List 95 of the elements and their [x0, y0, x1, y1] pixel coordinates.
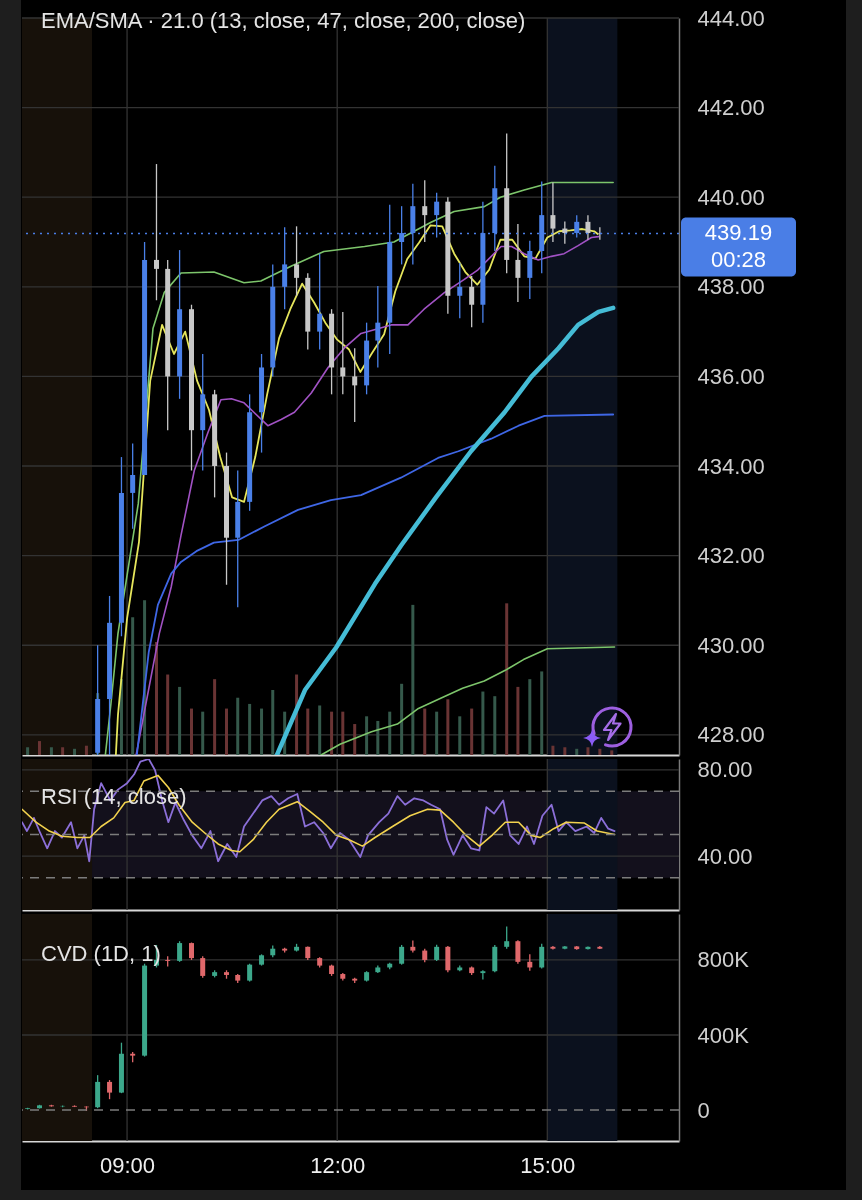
bar	[376, 720, 380, 755]
y-tick-label: 800K	[697, 947, 750, 973]
candlestick	[515, 939, 521, 965]
candlestick	[153, 163, 159, 301]
y-tick-label: 0	[697, 1097, 710, 1123]
candlestick	[107, 1079, 113, 1100]
bar	[435, 711, 439, 755]
line-series	[135, 413, 615, 755]
y-tick-label: 400K	[697, 1022, 750, 1048]
candlestick	[399, 944, 405, 966]
candlestick	[539, 943, 545, 970]
line-series	[320, 646, 616, 755]
y-tick-label: 436.00	[697, 363, 765, 389]
bar	[470, 708, 474, 755]
bar	[166, 674, 170, 755]
bar	[540, 671, 544, 755]
bar	[318, 705, 322, 755]
bar	[481, 691, 485, 755]
bar	[26, 747, 30, 755]
candlestick	[445, 945, 451, 973]
bar	[341, 711, 345, 755]
candlestick	[352, 347, 358, 423]
bar	[493, 696, 497, 755]
line-series	[274, 305, 616, 755]
candlestick	[130, 442, 136, 530]
line-series	[22, 759, 616, 863]
candlestick	[585, 214, 591, 241]
bar	[61, 747, 65, 755]
y-tick-label: 434.00	[697, 453, 765, 479]
x-tick-label: 15:00	[520, 1152, 576, 1178]
bar	[516, 686, 520, 755]
bar	[400, 683, 404, 755]
bar	[446, 699, 450, 755]
y-tick-label: 430.00	[697, 632, 765, 658]
line-series	[22, 774, 616, 853]
bar	[260, 708, 264, 755]
bar	[330, 711, 334, 755]
bar	[365, 716, 369, 755]
bar	[201, 711, 205, 755]
y-tick-label: 440.00	[697, 184, 765, 210]
bar	[38, 741, 42, 755]
bar	[271, 690, 275, 755]
bar	[353, 724, 357, 755]
candlestick	[562, 220, 568, 245]
candlestick	[422, 179, 428, 243]
bar	[551, 745, 555, 755]
bar	[388, 711, 392, 755]
bar	[411, 604, 415, 755]
ref-line-label: 439.19	[704, 220, 773, 246]
bar	[190, 708, 193, 755]
candlestick	[340, 311, 346, 395]
bar	[528, 679, 532, 755]
candlestick	[504, 925, 510, 950]
candlestick	[200, 955, 206, 979]
x-tick-label: 09:00	[100, 1152, 156, 1178]
y-tick-label: 40.00	[697, 843, 753, 869]
chart-title: EMA/SMA · 21.0 (13, close, 47, close, 200, close)	[41, 8, 526, 33]
candlestick	[375, 285, 381, 369]
y-tick-label: 80.00	[697, 757, 753, 783]
bar	[73, 748, 77, 755]
bar	[598, 748, 602, 755]
bar	[458, 716, 462, 755]
bar	[306, 708, 310, 755]
candlestick	[317, 253, 323, 351]
x-tick-label: 12:00	[310, 1152, 366, 1178]
bar	[563, 747, 567, 755]
bar	[213, 679, 217, 755]
bar	[84, 745, 88, 755]
y-tick-label: 442.00	[697, 95, 765, 121]
y-tick-label: 432.00	[697, 543, 765, 569]
bar	[248, 703, 252, 755]
candlestick	[469, 275, 475, 328]
candlestick	[480, 969, 486, 981]
candlestick	[177, 940, 183, 963]
y-tick-label: 428.00	[697, 722, 765, 748]
candlestick	[550, 181, 556, 243]
bar	[610, 750, 614, 755]
bar	[586, 747, 590, 755]
candlestick	[294, 225, 300, 297]
candlestick	[574, 214, 580, 239]
candlestick	[434, 192, 440, 239]
bar	[236, 697, 240, 755]
bar	[505, 603, 509, 755]
y-tick-label: 444.00	[697, 5, 765, 31]
bar	[178, 686, 182, 755]
bar	[154, 642, 158, 755]
bar	[49, 747, 53, 755]
bar	[423, 708, 427, 755]
text: 00:28	[710, 247, 767, 273]
candlestick	[457, 262, 463, 319]
bar	[225, 708, 229, 755]
y-tick-label: 438.00	[697, 274, 765, 300]
bar	[131, 617, 135, 755]
candlestick	[515, 223, 521, 303]
bar	[575, 748, 579, 755]
